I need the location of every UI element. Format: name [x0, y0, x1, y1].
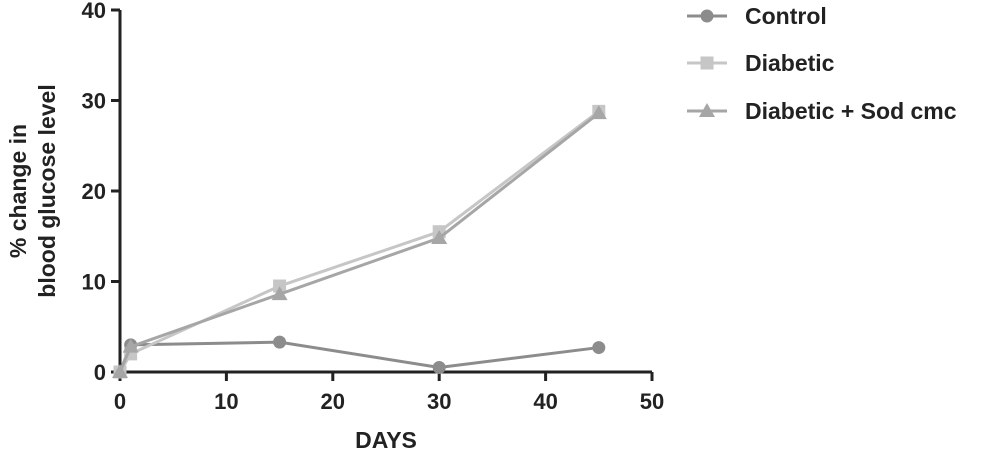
y-tick-label: 40 — [82, 0, 106, 23]
legend: Control Diabetic Diabetic + Sod cmc — [687, 3, 957, 124]
y-ticks: 0 10 20 30 40 — [82, 0, 120, 385]
y-tick-label: 20 — [82, 179, 106, 204]
data-point-diabetic-sod-cmc — [271, 286, 288, 301]
y-tick-label: 10 — [82, 270, 106, 295]
y-axis-title: % change in blood glucose level — [5, 84, 60, 297]
x-tick-label: 40 — [533, 389, 557, 414]
legend-symbol — [700, 9, 714, 23]
y-tick-label: 30 — [82, 89, 106, 114]
data-point-control — [432, 360, 446, 374]
x-tick-label: 50 — [640, 389, 664, 414]
series-line-diabetic — [118, 110, 600, 373]
series-line-control — [118, 340, 599, 373]
legend-item-diabetic: Diabetic — [687, 50, 835, 76]
x-tick-label: 10 — [214, 389, 238, 414]
data-point-diabetic-sod-cmc — [590, 105, 607, 120]
plot-area — [112, 104, 607, 379]
x-axis-title: DAYS — [355, 427, 417, 452]
legend-marker-control — [687, 9, 727, 23]
y-axis-title-line-2: blood glucose level — [34, 84, 60, 297]
legend-item-control: Control — [687, 3, 827, 29]
x-tick-label: 0 — [114, 389, 126, 414]
legend-label-diabetic-sod-cmc: Diabetic + Sod cmc — [745, 98, 957, 124]
data-point-diabetic-sod-cmc — [112, 364, 128, 378]
series-diabetic — [113, 104, 606, 379]
legend-marker-diabetic — [687, 56, 727, 70]
x-tick-label: 20 — [321, 389, 345, 414]
axes — [118, 10, 652, 374]
data-point-diabetic-sod-cmc — [122, 338, 139, 353]
legend-label-diabetic: Diabetic — [745, 50, 835, 76]
legend-item-diabetic-sod-cmc: Diabetic + Sod cmc — [687, 98, 957, 124]
legend-marker-diabetic-sod-cmc — [687, 103, 727, 117]
legend-label-control: Control — [745, 3, 827, 29]
series-line-diabetic-sod-cmc — [118, 111, 600, 373]
x-tick-label: 30 — [427, 389, 451, 414]
legend-symbol — [699, 103, 715, 117]
y-axis-title-line-1: % change in — [5, 124, 31, 258]
legend-symbol — [700, 56, 714, 70]
y-tick-label: 0 — [94, 360, 106, 385]
x-ticks: 0 10 20 30 40 50 — [114, 372, 664, 414]
data-point-control — [273, 335, 287, 349]
data-point-diabetic — [273, 279, 287, 293]
data-point-diabetic-sod-cmc — [431, 230, 448, 245]
data-point-control — [592, 341, 606, 355]
series-diabetic-sod-cmc — [112, 105, 607, 378]
